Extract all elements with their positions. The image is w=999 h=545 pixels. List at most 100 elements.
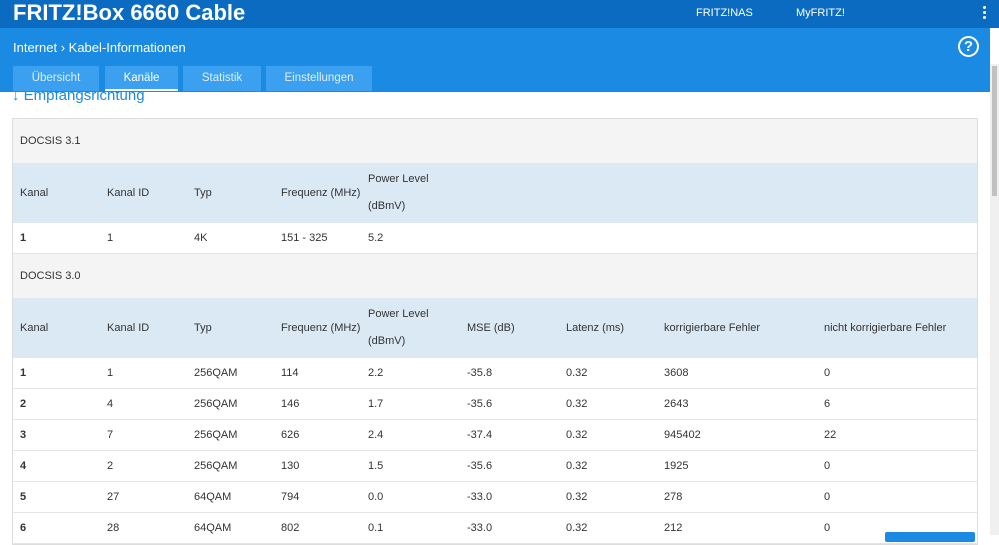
cell: -33.0 <box>460 482 559 513</box>
tab[interactable]: Statistik <box>183 66 261 91</box>
tab[interactable]: Kanäle <box>105 66 178 91</box>
crumb: Kabel-Informationen <box>69 40 186 55</box>
section-title: DOCSIS 3.0 <box>13 254 977 299</box>
cell: 0.32 <box>559 482 657 513</box>
data-row: 52764QAM7940.0-33.00.322780 <box>13 482 977 513</box>
column-header: Typ <box>194 187 212 199</box>
column-header: korrigierbare Fehler <box>664 322 760 334</box>
scroll-thumb[interactable] <box>992 66 997 196</box>
section-row: DOCSIS 3.0 <box>13 254 977 299</box>
cell: 1.7 <box>361 389 460 420</box>
header-cell: korrigierbare Fehler <box>657 298 817 358</box>
cell: 4 <box>100 389 187 420</box>
header-cell <box>657 163 817 223</box>
data-row: 114K151 - 3255.2 <box>13 223 977 254</box>
cell: 256QAM <box>187 358 274 389</box>
column-header: Frequenz (MHz) <box>281 322 360 334</box>
header-cell: Kanal ID <box>100 298 187 358</box>
cell: 146 <box>274 389 361 420</box>
header-cell <box>460 163 559 223</box>
header-cell: Typ <box>187 163 274 223</box>
column-header: nicht korrigierbare Fehler <box>824 322 946 334</box>
button[interactable] <box>885 532 975 542</box>
empty-cell <box>559 223 657 254</box>
cell: 2643 <box>657 389 817 420</box>
top-link[interactable]: FRITZ!NAS <box>696 7 753 19</box>
cell: 2.4 <box>361 420 460 451</box>
help-button[interactable]: ? <box>958 36 979 57</box>
header-cell: Frequenz (MHz) <box>274 163 361 223</box>
data-row: 42256QAM1301.5-35.60.3219250 <box>13 451 977 482</box>
column-header: Typ <box>194 322 212 334</box>
cell: 0.32 <box>559 420 657 451</box>
empty-cell <box>817 223 977 254</box>
cell: 1 <box>13 223 100 254</box>
data-row: 62864QAM8020.1-33.00.322120 <box>13 513 977 544</box>
cell: 212 <box>657 513 817 544</box>
cell: 626 <box>274 420 361 451</box>
cell: 0.1 <box>361 513 460 544</box>
column-header: Power Level (dBmV) <box>368 166 436 220</box>
data-row: 37256QAM6262.4-37.40.3294540222 <box>13 420 977 451</box>
header-cell: Kanal <box>13 163 100 223</box>
cell: 130 <box>274 451 361 482</box>
cell: 0.32 <box>559 451 657 482</box>
header-cell: Kanal ID <box>100 163 187 223</box>
cell: 114 <box>274 358 361 389</box>
column-header: Kanal ID <box>107 322 149 334</box>
cell: 6 <box>817 389 977 420</box>
header-cell: nicht korrigierbare Fehler <box>817 298 977 358</box>
cell: 256QAM <box>187 420 274 451</box>
column-header: MSE (dB) <box>467 322 515 334</box>
cell: 1.5 <box>361 451 460 482</box>
column-header: Kanal <box>20 322 48 334</box>
cell: 64QAM <box>187 482 274 513</box>
cell: 945402 <box>657 420 817 451</box>
cell: 802 <box>274 513 361 544</box>
top-link[interactable]: MyFRITZ! <box>796 7 845 19</box>
cell: 256QAM <box>187 451 274 482</box>
header-cell: Power Level (dBmV) <box>361 163 460 223</box>
section-row: DOCSIS 3.1 <box>13 119 977 163</box>
cell: 1925 <box>657 451 817 482</box>
column-header: Latenz (ms) <box>566 322 624 334</box>
header-row: KanalKanal IDTypFrequenz (MHz)Power Leve… <box>13 298 977 358</box>
section-title: DOCSIS 3.1 <box>13 119 977 163</box>
breadcrumb: Internet › Kabel-Informationen <box>13 40 186 55</box>
cell: 5.2 <box>361 223 460 254</box>
table-body: DOCSIS 3.1 Kanal Kanal ID Typ Frequenz (MHz)… <box>13 119 977 544</box>
cell: 22 <box>817 420 977 451</box>
cell: -33.0 <box>460 513 559 544</box>
cell: 0.0 <box>361 482 460 513</box>
tab[interactable]: Übersicht <box>13 66 99 91</box>
cell: 0 <box>817 451 977 482</box>
header-cell: Latenz (ms) <box>559 298 657 358</box>
header-cell: Kanal <box>13 298 100 358</box>
cell: 0.32 <box>559 358 657 389</box>
cell: 7 <box>100 420 187 451</box>
data-row: 24256QAM1461.7-35.60.3226436 <box>13 389 977 420</box>
data-row: 11256QAM1142.2-35.80.3236080 <box>13 358 977 389</box>
cell: 1 <box>13 358 100 389</box>
cell: 4 <box>13 451 100 482</box>
cell: 27 <box>100 482 187 513</box>
cell: -37.4 <box>460 420 559 451</box>
cell: 0.32 <box>559 513 657 544</box>
column-header: Kanal <box>20 187 48 199</box>
menu-button[interactable] <box>983 6 987 21</box>
cell: 4K <box>187 223 274 254</box>
column-header: Frequenz (MHz) <box>281 187 360 199</box>
cell: 64QAM <box>187 513 274 544</box>
cell: 28 <box>100 513 187 544</box>
cell: 278 <box>657 482 817 513</box>
channel-table: DOCSIS 3.1 Kanal Kanal ID Typ Frequenz (MHz)… <box>13 119 977 544</box>
cell: 1 <box>100 358 187 389</box>
crumb[interactable]: Internet <box>13 40 57 55</box>
cell: 3608 <box>657 358 817 389</box>
cell: 794 <box>274 482 361 513</box>
cell: 1 <box>100 223 187 254</box>
cell: 3 <box>13 420 100 451</box>
nav-bar: Internet › Kabel-Informationen ? Übersic… <box>0 28 990 92</box>
tab[interactable]: Einstellungen <box>266 66 372 91</box>
cell: -35.8 <box>460 358 559 389</box>
